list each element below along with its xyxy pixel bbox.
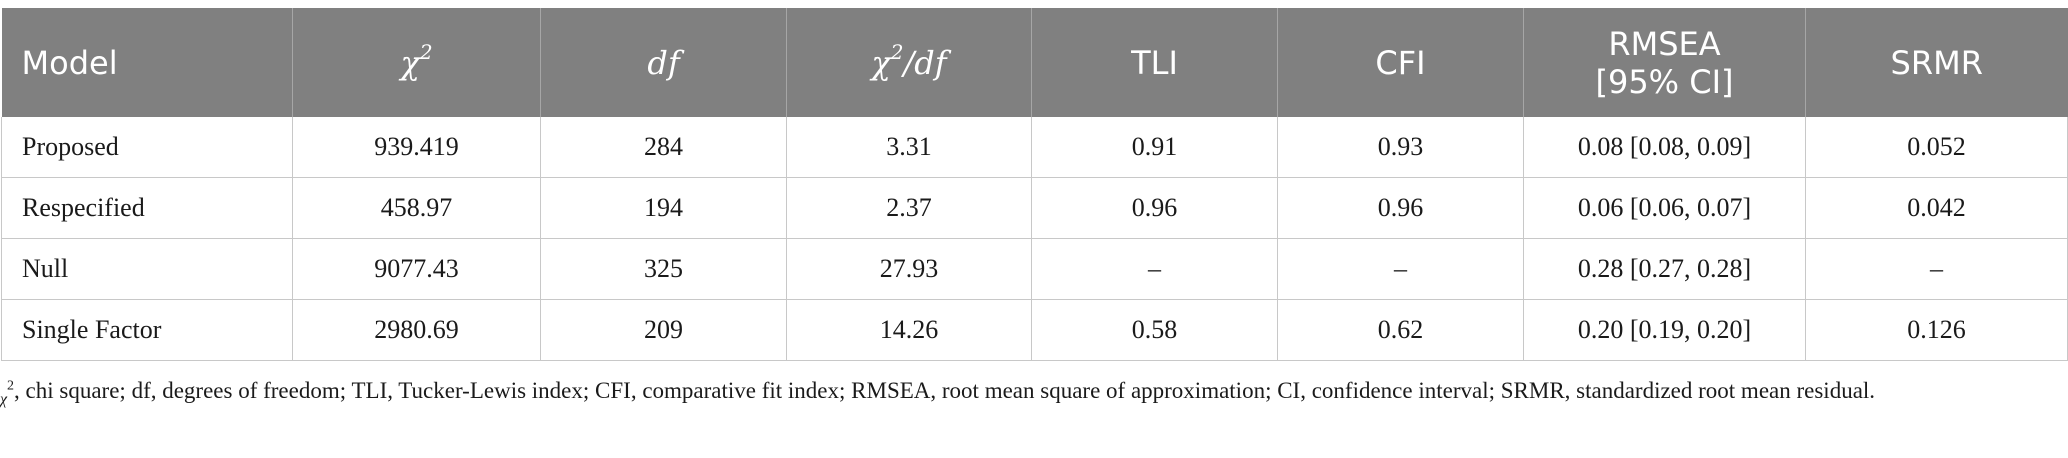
column-header-chi-square: χ2 — [292, 8, 541, 117]
column-header-chi-square-per-df: χ2/df — [786, 8, 1032, 117]
table-cell-tli: 0.96 — [1031, 177, 1278, 239]
table-cell-rmsea: 0.08 [0.08, 0.09] — [1523, 117, 1806, 178]
column-header-cfi: CFI — [1277, 8, 1524, 117]
table-cell-chi-square-per-df: 27.93 — [786, 238, 1032, 300]
column-header-tli: TLI — [1031, 8, 1278, 117]
footnote-chi-superscript: 2 — [7, 378, 15, 394]
column-header-label: TLI — [1131, 43, 1178, 82]
column-header-label: χ — [400, 43, 420, 82]
table-row: Respecified 458.97 194 2.37 0.96 0.96 0.06 [0.… — [1, 177, 2068, 239]
column-header-superscript: 2 — [890, 39, 904, 64]
table-cell-tli: 0.58 — [1031, 299, 1278, 361]
table-cell-df: 325 — [540, 238, 787, 300]
table-cell-chi-square-per-df: 2.37 — [786, 177, 1032, 239]
table-footnote: χ2, chi square; df, degrees of freedom; … — [0, 374, 2040, 411]
table-cell-chi-square: 9077.43 — [292, 238, 541, 300]
table-body: Proposed 939.419 284 3.31 0.91 0.93 0.08 [0.08… — [1, 117, 2068, 361]
column-header-label: χ — [871, 43, 891, 82]
table-cell-df: 194 — [540, 177, 787, 239]
column-header-suffix: /df — [903, 43, 947, 82]
table-cell-model: Null — [1, 238, 293, 300]
table-cell-rmsea: 0.28 [0.27, 0.28] — [1523, 238, 1806, 300]
table-cell-srmr: 0.052 — [1805, 117, 2068, 178]
footnote-chi-symbol: χ — [0, 391, 8, 408]
column-header-label: Model — [21, 43, 118, 82]
table-cell-chi-square: 939.419 — [292, 117, 541, 178]
table-cell-cfi: 0.96 — [1277, 177, 1524, 239]
table-cell-chi-square: 458.97 — [292, 177, 541, 239]
table-cell-df: 209 — [540, 299, 787, 361]
table-cell-cfi: – — [1277, 238, 1524, 300]
table-row: Single Factor 2980.69 209 14.26 0.58 0.62 0.20… — [1, 299, 2068, 361]
table-cell-cfi: 0.93 — [1277, 117, 1524, 178]
column-header-label: SRMR — [1890, 43, 1983, 82]
table-cell-rmsea: 0.20 [0.19, 0.20] — [1523, 299, 1806, 361]
table-cell-srmr: 0.042 — [1805, 177, 2068, 239]
footnote-text: , chi square; df, degrees of freedom; TL… — [14, 378, 1876, 403]
table-cell-chi-square-per-df: 3.31 — [786, 117, 1032, 178]
table-cell-srmr: – — [1805, 238, 2068, 300]
table-cell-chi-square-per-df: 14.26 — [786, 299, 1032, 361]
table-row: Proposed 939.419 284 3.31 0.91 0.93 0.08 [0.08… — [1, 117, 2068, 178]
column-header-label: df — [647, 43, 680, 82]
table-header-row: Model χ2 df χ2/df TLI CFI RMSEA [95% CI] SRMR — [1, 8, 2068, 117]
table-cell-model: Proposed — [1, 117, 293, 178]
table-cell-tli: 0.91 — [1031, 117, 1278, 178]
table-cell-df: 284 — [540, 117, 787, 178]
table-cell-srmr: 0.126 — [1805, 299, 2068, 361]
table-cell-rmsea: 0.06 [0.06, 0.07] — [1523, 177, 1806, 239]
column-header-label: RMSEA — [1608, 24, 1721, 63]
column-header-df: df — [540, 8, 787, 117]
column-header-model: Model — [1, 8, 293, 117]
column-header-srmr: SRMR — [1805, 8, 2068, 117]
table-cell-chi-square: 2980.69 — [292, 299, 541, 361]
model-fit-table: Model χ2 df χ2/df TLI CFI RMSEA [95% CI] SRMR Pr… — [1, 8, 2068, 361]
table-cell-model: Respecified — [1, 177, 293, 239]
table-row: Null 9077.43 325 27.93– –0.28 [0.27, 0.28] – — [1, 238, 2068, 300]
table-cell-tli: – — [1031, 238, 1278, 300]
column-header-rmsea: RMSEA [95% CI] — [1523, 8, 1806, 117]
table-cell-cfi: 0.62 — [1277, 299, 1524, 361]
column-header-subline: [95% CI] — [1595, 62, 1734, 101]
table-cell-model: Single Factor — [1, 299, 293, 361]
column-header-label: CFI — [1375, 43, 1426, 82]
column-header-superscript: 2 — [419, 39, 433, 64]
